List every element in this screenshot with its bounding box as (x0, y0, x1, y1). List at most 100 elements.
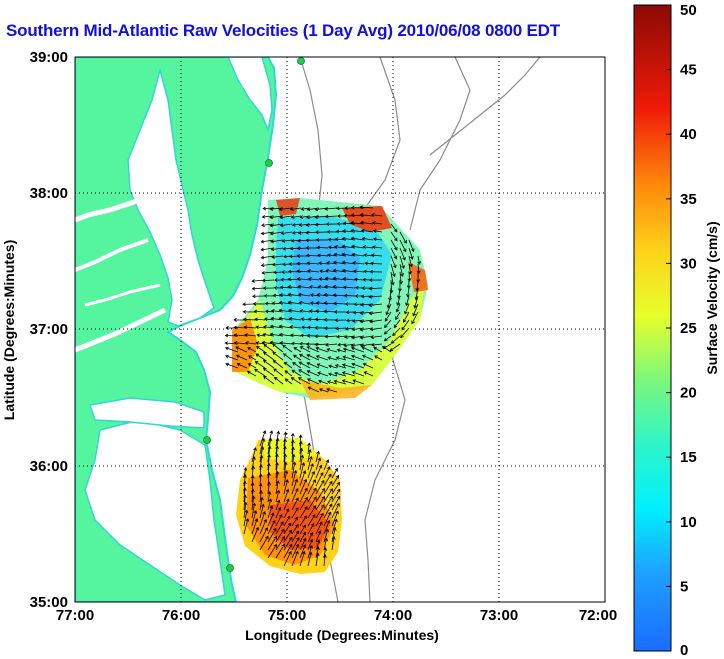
velocity-arrow (224, 346, 239, 353)
velocity-arrow (323, 495, 333, 511)
station-marker (265, 159, 273, 167)
colorbar-tick-label: 30 (680, 255, 697, 272)
velocity-arrow (267, 453, 271, 471)
velocity-arrow (282, 246, 293, 251)
velocity-arrow (323, 317, 338, 322)
velocity-arrow (405, 295, 410, 307)
velocity-arrow (307, 514, 316, 527)
velocity-arrow (299, 515, 307, 527)
velocity-arrow (251, 518, 259, 535)
chesapeake-bay (127, 67, 215, 327)
colorbar-tick-label: 45 (680, 62, 697, 79)
velocity-arrow (245, 341, 257, 345)
velocity-arrow (305, 253, 320, 258)
velocity-arrow (331, 510, 339, 527)
velocity-arrow (267, 498, 272, 511)
velocity-arrow (323, 466, 331, 479)
velocity-arrow (248, 355, 257, 361)
velocity-arrow (262, 359, 275, 369)
velocity-arrow (290, 439, 295, 455)
velocity-arrow (370, 253, 383, 258)
velocity-arrow (408, 247, 414, 260)
velocity-arrow (284, 378, 293, 385)
velocity-arrow (267, 491, 272, 503)
velocity-arrow (263, 344, 275, 353)
velocity-arrow (307, 545, 313, 559)
velocity-arrow (306, 354, 320, 361)
velocity-arrow (298, 300, 311, 305)
x-tick-label: 76:00 (162, 607, 200, 624)
velocity-arrow (299, 462, 306, 479)
velocity-arrow (297, 292, 311, 297)
velocity-arrow (408, 255, 413, 268)
velocity-arrow (225, 326, 238, 330)
velocity-arrow (299, 506, 308, 519)
velocity-arrow (242, 480, 247, 495)
y-tick-label: 35:00 (30, 594, 68, 611)
velocity-arrow (315, 457, 321, 471)
x-tick-label: 75:00 (268, 607, 306, 624)
velocity-arrow (307, 386, 320, 393)
velocity-arrow (315, 504, 325, 519)
velocity-arrow (289, 325, 302, 329)
velocity-arrow (325, 222, 338, 227)
velocity-arrow (342, 347, 356, 353)
velocity-arrow (404, 303, 410, 315)
velocity-arrow (291, 369, 302, 377)
velocity-arrow (317, 253, 329, 258)
velocity-arrow (342, 355, 356, 361)
velocity-arrow (225, 362, 239, 369)
velocity-arrow (351, 371, 365, 377)
velocity-arrow (259, 535, 269, 551)
velocity-arrow (283, 470, 289, 487)
velocity-arrow (353, 269, 365, 274)
colorbar: 0 5 10 15 20 25 30 35 40 45 50 Surface Velocity (c… (633, 2, 720, 659)
velocity-arrow (273, 368, 284, 377)
velocity-arrow (279, 223, 293, 228)
velocity-arrow (259, 527, 268, 543)
velocity-arrow (315, 450, 320, 463)
velocity-arrow (341, 252, 356, 257)
velocity-arrow (361, 346, 374, 353)
velocity-arrow (235, 346, 248, 353)
velocity-arrow (298, 440, 303, 455)
velocity-arrow (262, 367, 275, 377)
velocity-arrow (331, 474, 339, 487)
velocity-arrow (283, 515, 291, 527)
velocity-arrow (256, 346, 266, 353)
velocity-arrow (299, 447, 304, 463)
velocity-arrow (307, 496, 317, 511)
velocity-arrow (407, 271, 412, 282)
velocity-arrow (291, 341, 302, 346)
velocity-arrow (381, 345, 392, 353)
velocity-arrow (327, 245, 338, 250)
plot-frame (74, 56, 606, 603)
velocity-arrow (315, 346, 329, 353)
velocity-arrow (293, 347, 302, 353)
velocity-arrow (299, 544, 307, 559)
potomac-river (75, 197, 141, 223)
velocity-arrow (343, 213, 356, 218)
velocity-arrow (368, 295, 383, 299)
velocity-arrow (331, 481, 340, 495)
velocity-arrow (275, 513, 283, 527)
velocity-arrow (291, 507, 299, 519)
velocity-arrow (280, 231, 293, 236)
velocity-arrow (243, 474, 247, 487)
velocity-arrow (383, 335, 392, 342)
velocity-arrow (315, 539, 321, 551)
velocity-arrow (326, 348, 338, 353)
colorbar-tick-label: 50 (680, 2, 697, 19)
velocity-arrow (290, 432, 295, 447)
velocity-arrow (331, 488, 341, 503)
velocity-arrow (333, 301, 347, 306)
velocity-arrow (273, 376, 284, 385)
velocity-arrow (333, 379, 347, 385)
velocity-arrow (350, 346, 365, 353)
y-axis-ticks: 39:00 38:00 37:00 36:00 35:00 (30, 49, 68, 611)
velocity-arrow (267, 544, 277, 559)
velocity-arrow (399, 255, 405, 269)
velocity-arrow (283, 508, 290, 519)
velocity-arrow (315, 237, 329, 242)
colorbar-tick-label: 25 (680, 320, 697, 337)
